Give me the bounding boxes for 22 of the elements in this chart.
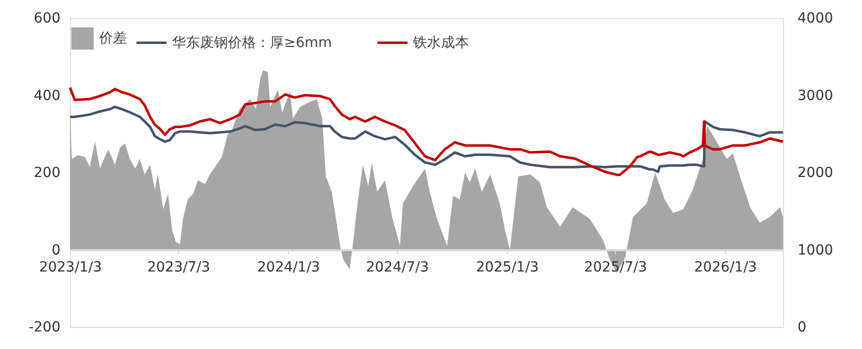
line-series (68, 106, 784, 173)
y2-tick-label: 0 (798, 320, 806, 336)
y-tick-label: 600 (34, 10, 60, 26)
x-tick-label: 2025/1/3 (476, 259, 539, 276)
y-tick-label: 0 (52, 242, 60, 258)
legend-label: 华东废钢价格：厚≥6mm (172, 34, 332, 51)
legend-label: 价差 (98, 30, 127, 46)
x-tick-label: 2025/7/3 (584, 259, 648, 276)
y-tick-label: 400 (34, 88, 60, 104)
x-tick-label: 2026/1/3 (694, 259, 757, 276)
y2-tick-label: 1000 (798, 242, 834, 258)
x-tick-label: 2023/1/3 (39, 259, 102, 276)
y2-tick-label: 4000 (798, 10, 834, 26)
x-tick-label: 2024/7/3 (366, 259, 429, 276)
y2-tick-label: 3000 (798, 88, 834, 104)
y-tick-label: 200 (34, 165, 60, 181)
x-tick-label: 2023/7/3 (147, 259, 210, 276)
y2-tick-label: 2000 (798, 165, 834, 181)
y-tick-label: -200 (28, 320, 60, 336)
line-series (68, 86, 784, 176)
x-tick-label: 2024/1/3 (257, 259, 320, 276)
legend-label: 铁水成本 (412, 34, 469, 51)
